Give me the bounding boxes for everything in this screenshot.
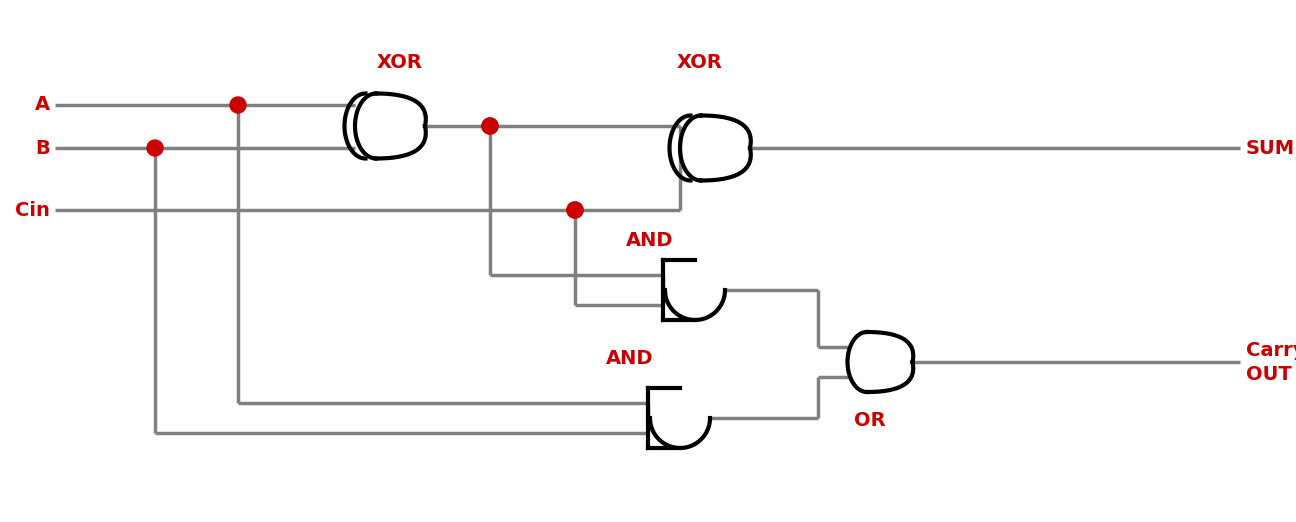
Circle shape — [482, 118, 498, 134]
Text: XOR: XOR — [377, 53, 422, 72]
Circle shape — [482, 118, 498, 134]
Text: Carry: Carry — [1245, 340, 1296, 360]
Circle shape — [568, 202, 583, 218]
Text: SUM: SUM — [1245, 138, 1295, 158]
Text: AND: AND — [607, 349, 653, 368]
Circle shape — [229, 97, 246, 113]
Text: OR: OR — [854, 411, 885, 430]
Text: OUT: OUT — [1245, 365, 1292, 385]
Text: Cin: Cin — [16, 200, 51, 219]
Circle shape — [568, 202, 583, 218]
Text: AND: AND — [626, 231, 674, 250]
Text: XOR: XOR — [677, 53, 723, 72]
Text: A: A — [35, 96, 51, 114]
Text: B: B — [35, 138, 51, 158]
Circle shape — [146, 140, 163, 156]
